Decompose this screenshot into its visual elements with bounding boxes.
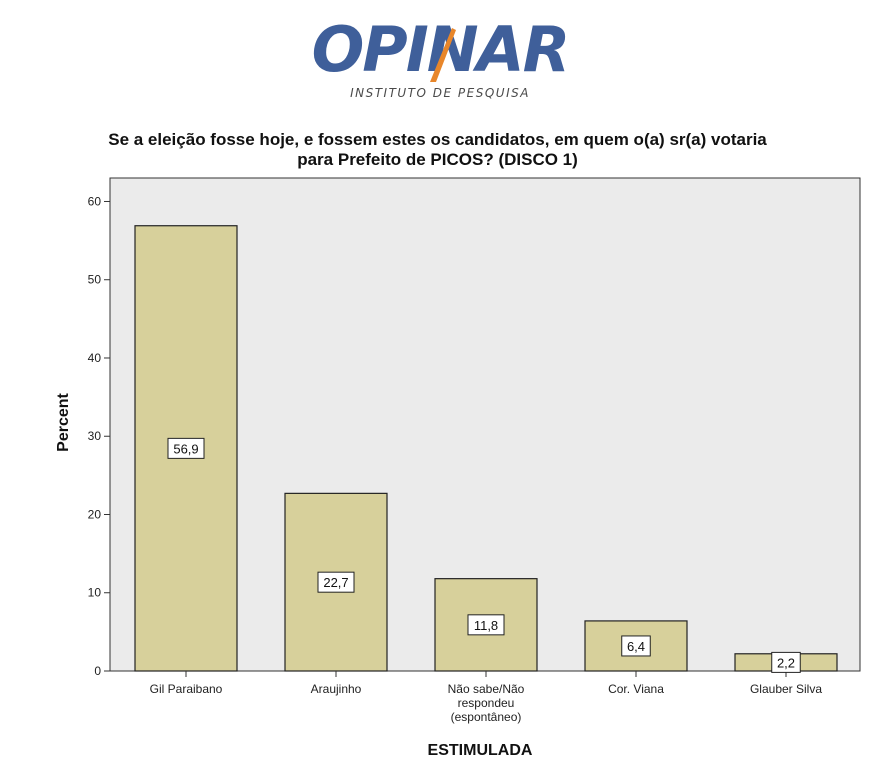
- data-label: 2,2: [777, 655, 795, 670]
- bar: [434, 578, 538, 672]
- y-tick-label: 50: [88, 273, 102, 287]
- data-label: 6,4: [627, 639, 645, 654]
- x-tick-label: respondeu: [458, 696, 515, 710]
- data-label: 22,7: [323, 575, 348, 590]
- data-label-box: [167, 437, 205, 459]
- x-tick-label: Não sabe/Não: [448, 682, 525, 696]
- data-label: 11,8: [474, 618, 498, 633]
- x-tick-label: Glauber Silva: [750, 682, 822, 696]
- data-label-box: [467, 614, 505, 636]
- data-label-box: [317, 571, 355, 593]
- x-axis-title: ESTIMULADA: [428, 742, 533, 759]
- data-label-box: [621, 635, 651, 657]
- logo-tagline: INSTITUTO DE PESQUISA: [350, 86, 530, 100]
- opinar-logo: OPINAR INSTITUTO DE PESQUISA: [300, 10, 580, 105]
- x-tick-label: Gil Paraibano: [150, 682, 223, 696]
- x-tick-label: Araujinho: [311, 682, 362, 696]
- y-tick-label: 30: [88, 429, 102, 443]
- y-tick-label: 20: [88, 507, 102, 521]
- chart-title: Se a eleição fosse hoje, e fossem estes …: [10, 130, 865, 170]
- y-tick-label: 60: [88, 194, 102, 208]
- y-tick-label: 10: [88, 586, 102, 600]
- chart-title-line-2: para Prefeito de PICOS? (DISCO 1): [297, 150, 578, 169]
- data-label-box: [771, 651, 801, 673]
- x-tick-label: Cor. Viana: [608, 682, 664, 696]
- chart-title-line-1: Se a eleição fosse hoje, e fossem estes …: [108, 130, 767, 149]
- x-tick-label: (espontâneo): [451, 710, 522, 724]
- data-label: 56,9: [173, 441, 198, 456]
- y-tick-label: 0: [94, 664, 101, 678]
- logo-brand-text: OPINAR: [311, 13, 571, 86]
- logo-swoosh-icon: [430, 28, 456, 82]
- y-tick-label: 40: [88, 351, 102, 365]
- y-axis-title: Percent: [55, 392, 72, 451]
